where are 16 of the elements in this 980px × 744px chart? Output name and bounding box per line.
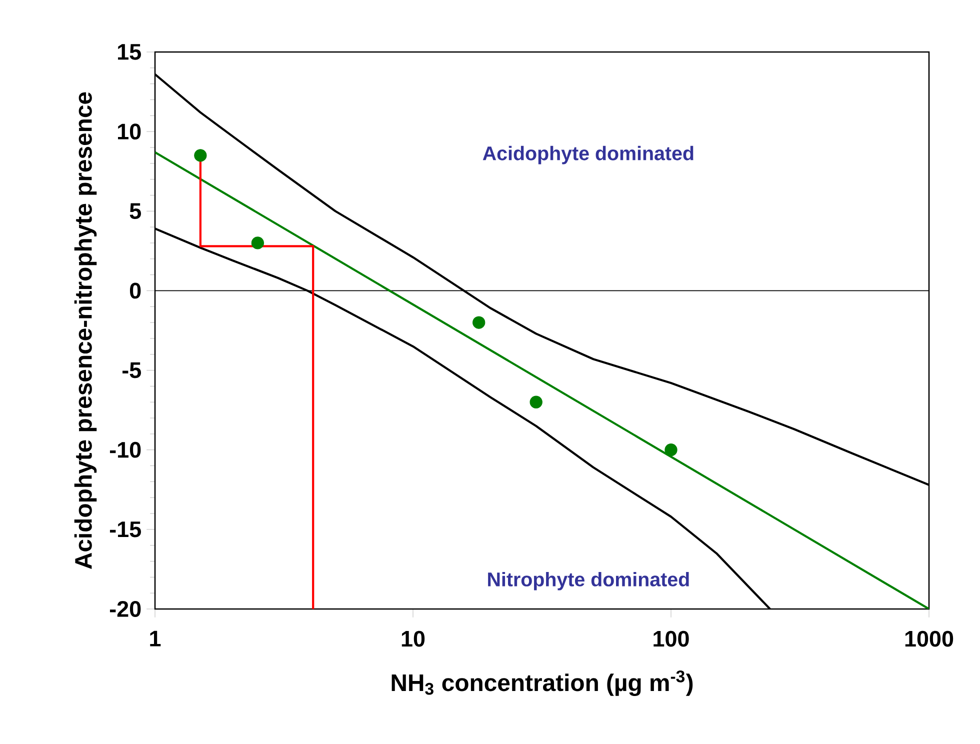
- x-tick-label: 1000: [905, 630, 954, 647]
- y-axis-title: Acidophyte presence-nitrophyte presence: [74, 92, 97, 569]
- y-tick-label: 10: [118, 124, 141, 140]
- x-tick-label: 10: [402, 630, 425, 647]
- y-tick-label: -10: [110, 442, 141, 458]
- y-tick-label: -15: [110, 522, 141, 538]
- annotation: Nitrophyte dominated: [488, 572, 689, 590]
- x-tick-label: 1: [150, 630, 161, 646]
- y-tick-label: -5: [122, 362, 141, 378]
- y-tick-label: 0: [130, 282, 141, 299]
- x-axis-title: NH$_{3}$ concentration (µg m$^{-3}$): [392, 670, 693, 696]
- annotation: Acidophyte dominated: [482, 146, 694, 164]
- y-tick-label: -20: [110, 601, 141, 617]
- x-tick-label: 100: [654, 630, 689, 647]
- y-tick-label: 15: [118, 44, 141, 60]
- y-tick-label: 5: [130, 203, 141, 219]
